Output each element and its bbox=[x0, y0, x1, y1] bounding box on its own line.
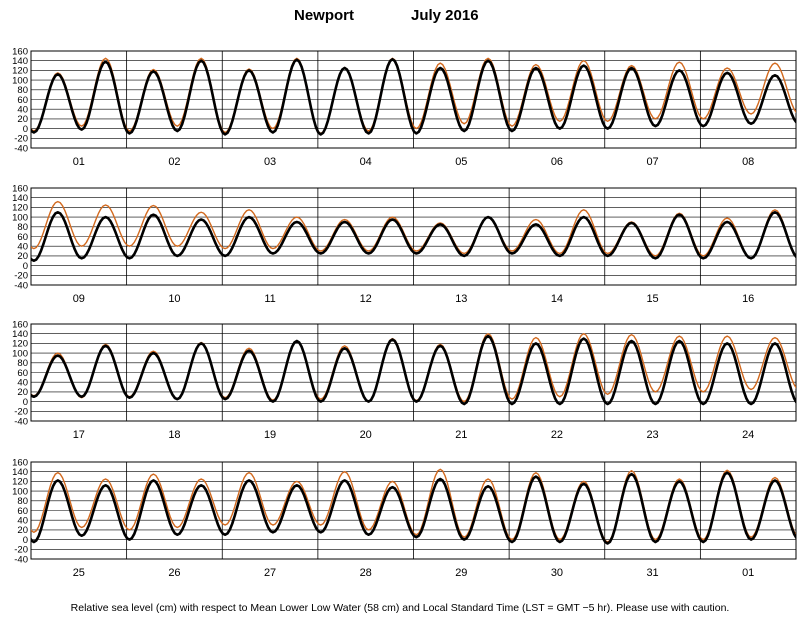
y-tick-label: 160 bbox=[12, 319, 28, 330]
y-tick-label: 20 bbox=[17, 251, 28, 262]
day-label: 19 bbox=[264, 429, 276, 441]
day-label: 01 bbox=[742, 567, 754, 579]
day-label: 01 bbox=[73, 156, 85, 168]
day-label: 13 bbox=[455, 293, 467, 305]
y-tick-label: 40 bbox=[17, 516, 28, 527]
y-tick-label: 0 bbox=[23, 124, 28, 135]
day-label: 22 bbox=[551, 429, 563, 441]
y-tick-label: 0 bbox=[23, 261, 28, 272]
day-label: 23 bbox=[646, 429, 658, 441]
day-label: 10 bbox=[168, 293, 180, 305]
y-tick-label: -20 bbox=[14, 271, 28, 282]
y-tick-label: 80 bbox=[17, 85, 28, 96]
y-tick-label: 20 bbox=[17, 525, 28, 536]
day-label: 16 bbox=[742, 293, 754, 305]
title-period: July 2016 bbox=[411, 7, 479, 24]
y-tick-label: -40 bbox=[14, 554, 28, 565]
y-tick-label: 160 bbox=[12, 46, 28, 57]
y-tick-label: -40 bbox=[14, 416, 28, 427]
plot-frame bbox=[30, 461, 797, 560]
observed-series-line bbox=[31, 334, 796, 406]
day-label: 30 bbox=[551, 567, 563, 579]
y-tick-label: 40 bbox=[17, 242, 28, 253]
y-tick-label: 140 bbox=[12, 467, 28, 478]
y-tick-label: 100 bbox=[12, 486, 28, 497]
y-tick-label: 40 bbox=[17, 378, 28, 389]
day-label: 18 bbox=[168, 429, 180, 441]
y-tick-label: 120 bbox=[12, 66, 28, 77]
y-tick-label: 80 bbox=[17, 358, 28, 369]
y-tick-label: 0 bbox=[23, 397, 28, 408]
day-label: 31 bbox=[646, 567, 658, 579]
day-label: 15 bbox=[646, 293, 658, 305]
y-tick-label: 20 bbox=[17, 387, 28, 398]
y-tick-label: 100 bbox=[12, 348, 28, 359]
y-tick-label: 140 bbox=[12, 329, 28, 340]
day-label: 09 bbox=[73, 293, 85, 305]
observed-series-line bbox=[31, 57, 796, 136]
day-label: 21 bbox=[455, 429, 467, 441]
plot-frame bbox=[30, 50, 797, 149]
y-tick-label: 140 bbox=[12, 56, 28, 67]
y-tick-label: -20 bbox=[14, 407, 28, 418]
y-tick-label: 120 bbox=[12, 339, 28, 350]
footer-note: Relative sea level (cm) with respect to … bbox=[71, 602, 730, 614]
plot-frame bbox=[30, 323, 797, 422]
y-tick-label: 100 bbox=[12, 75, 28, 86]
y-tick-label: 60 bbox=[17, 368, 28, 379]
day-label: 26 bbox=[168, 567, 180, 579]
predicted-series-line bbox=[31, 468, 796, 543]
day-label: 03 bbox=[264, 156, 276, 168]
y-tick-label: 0 bbox=[23, 535, 28, 546]
observed-series-line bbox=[31, 210, 796, 263]
day-label: 14 bbox=[551, 293, 563, 305]
day-label: 17 bbox=[73, 429, 85, 441]
day-label: 20 bbox=[360, 429, 372, 441]
y-tick-label: 40 bbox=[17, 105, 28, 116]
y-tick-label: -20 bbox=[14, 545, 28, 556]
day-label: 25 bbox=[73, 567, 85, 579]
y-tick-label: 160 bbox=[12, 457, 28, 468]
y-tick-label: 60 bbox=[17, 232, 28, 243]
y-tick-label: 20 bbox=[17, 114, 28, 125]
day-label: 11 bbox=[264, 293, 275, 305]
y-tick-label: 120 bbox=[12, 203, 28, 214]
day-label: 29 bbox=[455, 567, 467, 579]
title-station: Newport bbox=[294, 7, 354, 24]
y-tick-label: -20 bbox=[14, 134, 28, 145]
day-label: 28 bbox=[360, 567, 372, 579]
y-tick-label: -40 bbox=[14, 280, 28, 291]
day-label: 24 bbox=[742, 429, 754, 441]
y-tick-label: 80 bbox=[17, 496, 28, 507]
y-tick-label: 80 bbox=[17, 222, 28, 233]
day-label: 06 bbox=[551, 156, 563, 168]
observed-series-line bbox=[31, 471, 796, 545]
predicted-series-line bbox=[31, 200, 796, 260]
y-tick-label: 100 bbox=[12, 212, 28, 223]
day-label: 08 bbox=[742, 156, 754, 168]
day-label: 07 bbox=[646, 156, 658, 168]
y-tick-label: 120 bbox=[12, 477, 28, 488]
day-label: 02 bbox=[168, 156, 180, 168]
day-label: 27 bbox=[264, 567, 276, 579]
plot-frame bbox=[30, 187, 797, 286]
y-tick-label: 60 bbox=[17, 95, 28, 106]
y-tick-label: 160 bbox=[12, 183, 28, 194]
day-label: 12 bbox=[360, 293, 372, 305]
y-tick-label: -40 bbox=[14, 143, 28, 154]
day-label: 04 bbox=[360, 156, 372, 168]
y-tick-label: 60 bbox=[17, 506, 28, 517]
day-label: 05 bbox=[455, 156, 467, 168]
y-tick-label: 140 bbox=[12, 193, 28, 204]
